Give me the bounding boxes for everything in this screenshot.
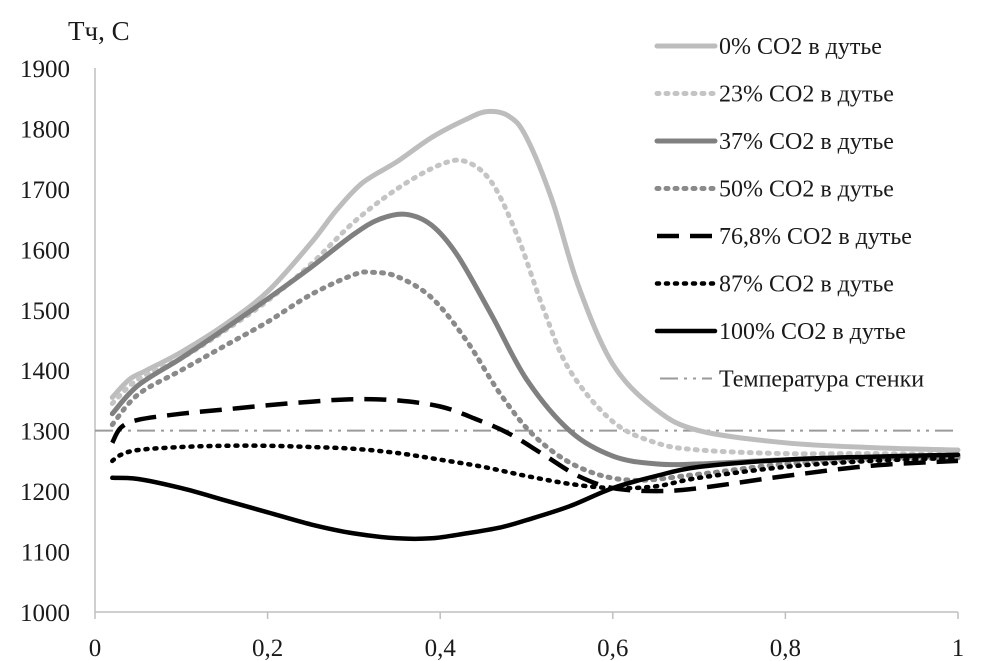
x-tick-label: 0,6 [597, 635, 628, 661]
y-tick-label: 1300 [20, 419, 70, 446]
legend-label: 0% CO2 в дутье [719, 34, 882, 60]
x-tick-label: 0,2 [252, 635, 283, 661]
legend-label: 50% CO2 в дутье [719, 177, 894, 203]
y-tick-label: 1800 [20, 116, 70, 143]
series-line-7 [110, 452, 961, 542]
y-tick-label: 1600 [20, 237, 70, 264]
legend-label: 37% CO2 в дутье [719, 129, 894, 155]
y-tick-label: 1000 [20, 600, 70, 627]
y-tick-label: 1700 [20, 177, 70, 204]
x-tick-label: 0,4 [425, 635, 457, 661]
x-tick-label: 0 [89, 635, 102, 661]
series-line-4 [109, 269, 961, 483]
x-tick-label: 1 [952, 635, 965, 661]
axes: 1000 1100 1200 1300 1400 1500 1600 1700 1800 1900… [20, 56, 964, 661]
x-tick-label: 0,8 [770, 635, 801, 661]
series-line-2 [109, 157, 961, 458]
y-tick-label: 1900 [20, 56, 70, 83]
y-tick-label: 1100 [21, 540, 70, 567]
legend-label: 87% CO2 в дутье [719, 272, 894, 298]
y-tick-label: 1200 [20, 479, 70, 506]
y-tick-label: 1500 [20, 298, 70, 325]
series-line-6 [110, 443, 961, 491]
series-line-1 [109, 108, 961, 453]
legend-label: Температура стенки [719, 367, 924, 393]
legend: 0% CO2 в дутье 23% CO2 в дутье 37% CO2 в д… [654, 34, 924, 393]
y-axis-title: Тч, С [68, 16, 130, 46]
legend-label: 100% CO2 в дутье [719, 319, 906, 345]
series-line-5 [110, 396, 959, 494]
series-layer [95, 108, 961, 542]
legend-label: 23% CO2 в дутье [719, 82, 894, 108]
y-tick-label: 1400 [20, 358, 70, 385]
legend-label: 76,8% CO2 в дутье [719, 224, 912, 250]
